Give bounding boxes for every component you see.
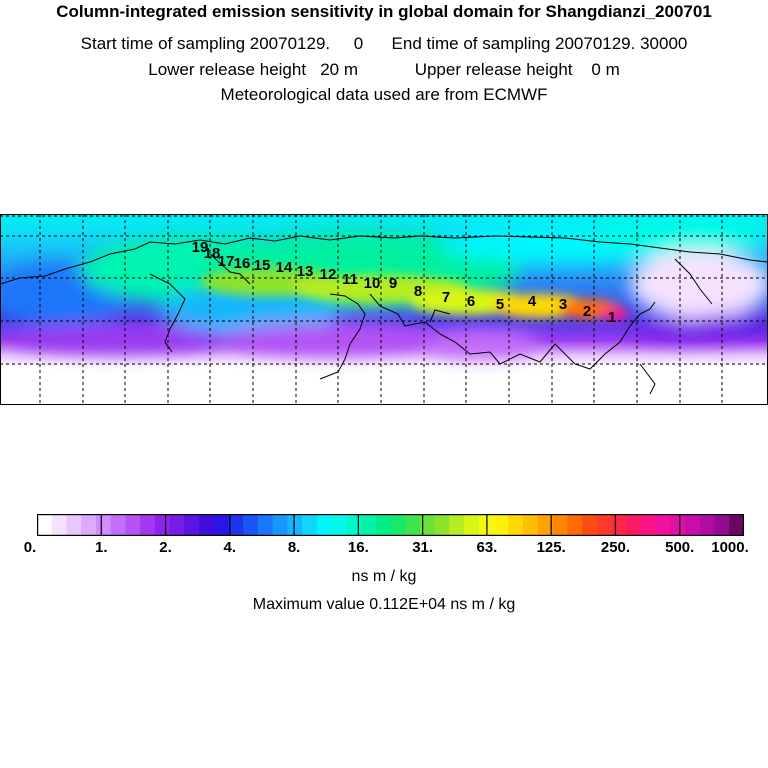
colorbar-cell (699, 514, 716, 536)
colorbar-units: ns m / kg (351, 568, 417, 585)
colorbar-cell (346, 514, 362, 536)
trajectory-label: 11 (342, 271, 358, 288)
trajectory-label: 18 (204, 245, 221, 262)
trajectory-label: 3 (559, 296, 567, 313)
graticule (0, 214, 768, 405)
colorbar-cell (199, 514, 215, 536)
colorbar-cell (302, 514, 318, 536)
colorbar-cell (331, 514, 347, 536)
colorbar-cell (375, 514, 392, 536)
trajectory-label: 12 (320, 266, 337, 283)
colorbar-cell (154, 514, 171, 536)
trajectory-label: 5 (496, 296, 504, 313)
colorbar-svg (37, 514, 744, 536)
colorbar-cell (685, 514, 701, 536)
trajectory-label: 6 (467, 293, 475, 310)
colorbar-cell (184, 514, 200, 536)
colorbar-cell (243, 514, 259, 536)
coastlines (0, 235, 768, 395)
colorbar-cell (729, 514, 744, 536)
colorbar-tick-label: 1000. (711, 539, 749, 556)
colorbar-cell (464, 514, 480, 536)
colorbar-cell (316, 514, 333, 536)
colorbar-tick-label: 4. (223, 539, 237, 556)
colorbar-tick-label: 31. (412, 539, 434, 556)
colorbar-cell (567, 514, 583, 536)
trajectory-label: 14 (276, 259, 293, 276)
trajectory-label: 19 (192, 239, 209, 256)
colorbar-cell (125, 514, 141, 536)
trajectory-label: 2 (583, 303, 591, 320)
colorbar-tick-label: 500. (665, 539, 695, 556)
colorbar-tick-label: 125. (536, 539, 566, 556)
colorbar-cell (508, 514, 524, 536)
sensitivity-field (0, 216, 768, 358)
colorbar-cell (405, 514, 421, 536)
sensitivity-map: 1 2 3 4 5 6 7 8 9 10 11 12 13 14 15 16 17 18 19 (0, 214, 768, 405)
colorbar-tick-label: 1. (95, 539, 108, 556)
colorbar-cell (51, 514, 68, 536)
colorbar-cell (434, 514, 451, 536)
release-height-line: Lower release height 20 m Upper release … (148, 60, 620, 79)
colorbar-tick-label: 2. (159, 539, 172, 556)
colorbar-cell (596, 514, 613, 536)
map-title: Column-integrated emission sensitivity i… (56, 2, 712, 21)
colorbar-cell (140, 514, 156, 536)
colorbar-cell (449, 514, 465, 536)
colorbar-cell (257, 514, 274, 536)
colorbar-cell (552, 514, 568, 536)
trajectory-label: 4 (528, 293, 537, 310)
colorbar-tick-label: 0. (23, 539, 37, 556)
trajectory-label: 15 (254, 257, 271, 274)
colorbar-cell (626, 514, 642, 536)
colorbar-cell (287, 514, 303, 536)
colorbar-cell (272, 514, 288, 536)
colorbar-cell (523, 514, 539, 536)
trajectory-label: 16 (234, 255, 251, 272)
colorbar-cell (81, 514, 97, 536)
trajectory-label: 13 (297, 263, 314, 280)
met-data-line: Meteorological data used are from ECMWF (220, 85, 548, 104)
colorbar-tick-label: 250. (600, 539, 631, 556)
colorbar-cell (419, 514, 436, 536)
trajectory-label: 1 (608, 309, 616, 326)
plume-core (200, 268, 629, 321)
colorbar-cell (640, 514, 657, 536)
colorbar-cell (95, 514, 112, 536)
colorbar-cell (655, 514, 671, 536)
colorbar-cell (110, 514, 126, 536)
colorbar-cell (66, 514, 82, 536)
colorbar-tick-label: 63. (476, 539, 498, 556)
colorbar-cell (390, 514, 406, 536)
colorbar-cell (37, 514, 53, 536)
colorbar-cell (169, 514, 185, 536)
colorbar-cell (213, 514, 230, 536)
colorbar-cell (228, 514, 244, 536)
trajectory-label: 8 (414, 283, 422, 300)
trajectory-label: 9 (389, 275, 397, 292)
trajectory-label: 17 (218, 253, 235, 270)
colorbar-cell (361, 514, 377, 536)
colorbar-cell (493, 514, 509, 536)
colorbar-cell (670, 514, 686, 536)
colorbar-cell (581, 514, 598, 536)
trajectory-label: 10 (364, 275, 381, 292)
colorbar-tick-label: 16. (347, 539, 369, 556)
colorbar-cell (611, 514, 627, 536)
maximum-value: Maximum value 0.112E+04 ns m / kg (252, 596, 516, 613)
colorbar-cell (714, 514, 730, 536)
trajectory-label: 7 (442, 289, 450, 306)
colorbar-tick-label: 8. (287, 539, 301, 556)
sampling-time-line: Start time of sampling 20070129. 0 End t… (80, 34, 688, 53)
colorbar-cell (537, 514, 554, 536)
